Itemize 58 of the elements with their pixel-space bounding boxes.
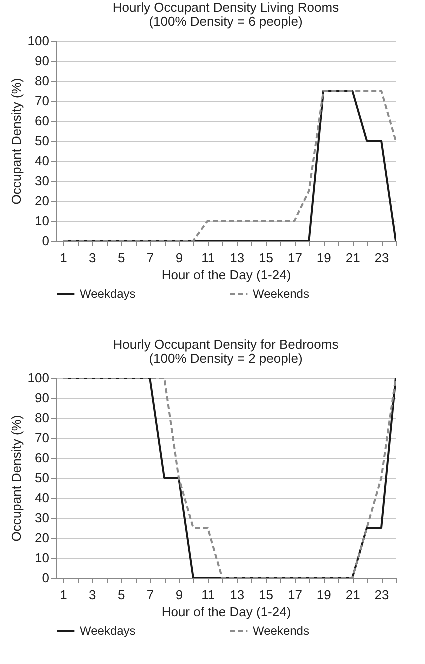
y-tick-label: 90 <box>35 390 50 406</box>
x-tick-label: 11 <box>202 250 216 266</box>
y-tick-label: 10 <box>35 550 50 566</box>
x-tick-label: 9 <box>176 588 184 602</box>
y-tick-label: 0 <box>42 570 50 586</box>
legend-label: Weekends <box>253 624 310 638</box>
x-tick-label: 19 <box>316 250 332 266</box>
legend-label: Weekends <box>253 287 310 301</box>
y-tick-label: 50 <box>35 470 50 486</box>
y-tick-label: 20 <box>35 530 50 546</box>
x-tick-label: 23 <box>374 250 390 266</box>
x-tick-label: 7 <box>146 588 154 602</box>
x-tick-label: 19 <box>316 588 332 602</box>
x-tick-label: 17 <box>288 588 302 602</box>
y-tick-label: 70 <box>35 94 50 108</box>
y-tick-label: 100 <box>28 34 50 48</box>
chart-title: Hourly Occupant Density Living Rooms <box>112 0 340 15</box>
y-axis-title: Occupant Density (%) <box>8 415 24 542</box>
y-axis-title: Occupant Density (%) <box>8 78 24 205</box>
x-tick-label: 5 <box>118 588 126 602</box>
x-tick-label: 11 <box>202 588 216 602</box>
x-tick-label: 1 <box>60 250 68 266</box>
x-axis-title: Hour of the Day (1-24) <box>162 268 292 282</box>
y-tick-label: 10 <box>35 214 50 228</box>
y-tick-label: 80 <box>35 74 50 88</box>
y-tick-label: 30 <box>35 174 50 188</box>
y-tick-label: 90 <box>35 54 50 68</box>
x-tick-label: 21 <box>346 588 360 602</box>
y-tick-label: 60 <box>35 114 50 128</box>
legend-label: Weekdays <box>80 624 136 638</box>
x-tick-label: 5 <box>118 250 126 266</box>
x-axis-title: Hour of the Day (1-24) <box>162 604 292 620</box>
y-tick-label: 50 <box>35 134 50 148</box>
x-tick-label: 15 <box>259 588 274 602</box>
x-tick-label: 3 <box>89 588 96 602</box>
x-tick-label: 3 <box>89 250 96 266</box>
x-tick-label: 7 <box>146 250 154 266</box>
y-tick-label: 80 <box>35 410 50 426</box>
y-tick-label: 40 <box>35 154 50 168</box>
y-tick-label: 0 <box>42 234 50 248</box>
chart-subtitle: (100% Density = 6 people) <box>149 14 303 29</box>
chart-title: Hourly Occupant Density for Bedrooms <box>113 337 340 352</box>
chart-subtitle: (100% Density = 2 people) <box>149 351 303 366</box>
y-tick-label: 60 <box>35 450 50 466</box>
x-tick-label: 23 <box>374 588 390 602</box>
x-tick-label: 13 <box>230 250 245 266</box>
y-tick-label: 30 <box>35 510 50 526</box>
legend-label: Weekdays <box>80 287 136 301</box>
y-tick-label: 70 <box>35 430 50 446</box>
x-tick-label: 17 <box>288 250 302 266</box>
x-tick-label: 15 <box>259 250 274 266</box>
x-tick-label: 1 <box>60 588 68 602</box>
y-tick-label: 40 <box>35 490 50 506</box>
y-tick-label: 100 <box>28 370 50 386</box>
x-tick-label: 13 <box>230 588 245 602</box>
x-tick-label: 21 <box>346 250 360 266</box>
x-tick-label: 9 <box>176 250 184 266</box>
y-tick-label: 20 <box>35 194 50 208</box>
